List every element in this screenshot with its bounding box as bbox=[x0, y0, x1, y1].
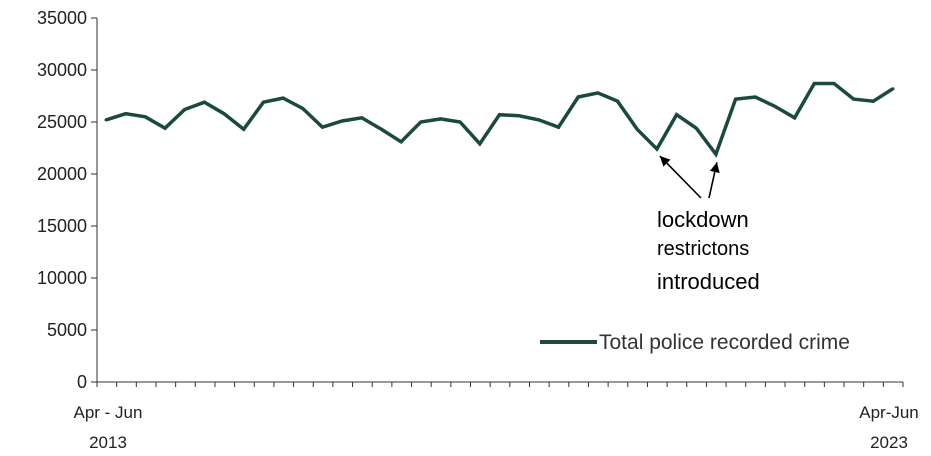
y-tick-label: 30000 bbox=[37, 60, 87, 80]
data-point bbox=[576, 95, 580, 99]
y-tick-label: 10000 bbox=[37, 268, 87, 288]
data-point bbox=[104, 118, 108, 122]
data-point bbox=[242, 127, 246, 131]
y-tick-label: 20000 bbox=[37, 164, 87, 184]
data-point bbox=[458, 120, 462, 124]
data-point bbox=[163, 126, 167, 130]
y-axis: 0 5000 10000 15000 20000 25000 30000 35000 bbox=[37, 8, 98, 392]
data-point bbox=[773, 104, 777, 108]
data-point bbox=[498, 113, 501, 117]
y-tick-label: 0 bbox=[77, 372, 87, 392]
series-line-total-police-recorded-crime bbox=[105, 81, 894, 158]
data-point bbox=[891, 87, 895, 91]
x-tick-label-period: Apr-Jun bbox=[859, 403, 919, 422]
annotation-text: lockdown bbox=[657, 207, 749, 232]
data-point bbox=[616, 99, 620, 103]
data-point bbox=[832, 82, 836, 86]
data-point bbox=[812, 82, 816, 86]
data-point bbox=[340, 119, 344, 123]
data-point bbox=[399, 140, 403, 144]
y-tick-label: 15000 bbox=[37, 216, 87, 236]
data-point bbox=[301, 106, 305, 110]
data-point bbox=[360, 116, 364, 120]
data-point bbox=[557, 125, 561, 129]
data-point bbox=[419, 120, 423, 124]
annotation-text: introduced bbox=[657, 269, 760, 294]
annotation-arrow-second-lockdown bbox=[708, 162, 720, 199]
legend-label: Total police recorded crime bbox=[599, 331, 850, 354]
data-point bbox=[734, 97, 738, 101]
data-point bbox=[438, 117, 442, 121]
x-tick-label-year: 2013 bbox=[89, 433, 127, 452]
data-point bbox=[183, 108, 187, 112]
data-point bbox=[261, 100, 265, 104]
data-point bbox=[675, 113, 679, 117]
y-tick-label: 5000 bbox=[47, 320, 87, 340]
data-point bbox=[202, 100, 206, 104]
data-point bbox=[281, 96, 285, 100]
series-layer bbox=[104, 81, 895, 158]
x-tick-label-period: Apr - Jun bbox=[74, 403, 143, 422]
x-axis: Apr - Jun 2013 Apr-Jun 2023 bbox=[74, 381, 919, 452]
data-point bbox=[714, 152, 718, 156]
data-point bbox=[694, 126, 698, 130]
annotation-text: restrictons bbox=[657, 238, 749, 260]
x-tick-label-year: 2023 bbox=[870, 433, 908, 452]
data-point bbox=[793, 116, 797, 120]
data-point bbox=[596, 91, 600, 95]
legend: Total police recorded crime bbox=[540, 331, 850, 354]
y-tick-label: 25000 bbox=[37, 112, 87, 132]
data-point bbox=[635, 127, 639, 131]
data-point bbox=[222, 112, 226, 116]
data-point bbox=[871, 99, 875, 103]
annotation: lockdown restrictons introduced bbox=[657, 155, 760, 294]
data-point bbox=[143, 115, 147, 119]
data-point bbox=[655, 147, 659, 151]
data-point bbox=[478, 142, 482, 146]
data-point bbox=[852, 97, 856, 101]
data-point bbox=[753, 95, 757, 99]
data-point bbox=[320, 125, 324, 129]
y-tick-label: 35000 bbox=[37, 8, 87, 28]
data-point bbox=[517, 114, 521, 118]
data-point bbox=[124, 112, 128, 116]
data-point bbox=[537, 118, 541, 122]
data-point bbox=[379, 127, 383, 131]
annotation-arrow-first-lockdown bbox=[659, 155, 702, 199]
